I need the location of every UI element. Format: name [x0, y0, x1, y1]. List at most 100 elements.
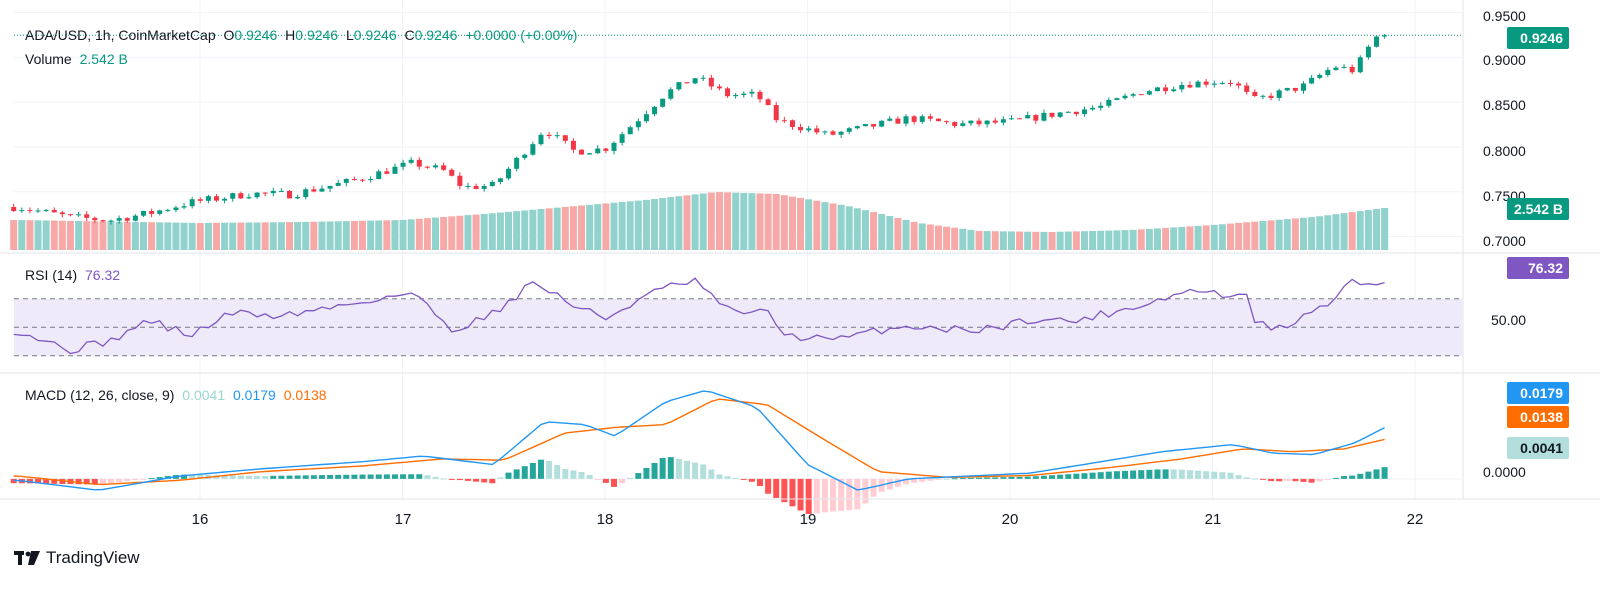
volume-bar — [253, 222, 261, 250]
close-value: 0.9246 — [414, 27, 458, 43]
macd-tick: 0.0000 — [1483, 464, 1526, 480]
macd-histogram-bar — [757, 478, 764, 487]
volume-bar — [488, 213, 496, 250]
volume-bar — [326, 221, 334, 250]
volume-bar — [1364, 210, 1372, 250]
macd-histogram-bar — [343, 474, 350, 479]
macd-histogram-bar — [124, 478, 131, 482]
volume-bar — [204, 222, 212, 250]
candle-body — [189, 199, 195, 207]
candle-body — [643, 114, 649, 122]
volume-bar — [42, 220, 50, 250]
candle-body — [165, 210, 171, 212]
volume-bar — [1332, 214, 1340, 250]
volume-bar — [99, 221, 107, 250]
candle-body — [1252, 91, 1258, 97]
volume-bar — [1007, 231, 1015, 250]
macd-histogram-bar — [1300, 478, 1307, 482]
candle-body — [213, 196, 219, 201]
candle-body — [433, 165, 439, 168]
macd-histogram-bar — [1130, 470, 1137, 479]
low-label: L — [345, 27, 354, 43]
candle-body — [700, 77, 706, 79]
volume-bar — [1056, 231, 1064, 250]
candle-body — [1000, 119, 1006, 123]
volume-bar — [764, 193, 772, 250]
volume-bar — [1080, 231, 1088, 250]
candle-body — [814, 128, 820, 133]
volume-bar — [1153, 228, 1161, 250]
volume-bar — [261, 222, 269, 250]
volume-bar — [66, 220, 74, 250]
macd-histogram-bar — [43, 478, 50, 484]
tradingview-brand[interactable]: TradingView — [14, 548, 140, 568]
macd-histogram-bar — [854, 478, 861, 510]
candle-body — [19, 210, 25, 212]
candle-body — [311, 189, 317, 192]
macd-histogram-bar — [643, 467, 650, 479]
volume-bar — [399, 219, 407, 250]
candle-body — [887, 118, 893, 121]
volume-bar — [1048, 231, 1056, 250]
candle-body — [733, 94, 739, 97]
x-tick: 18 — [596, 511, 614, 528]
x-tick: 20 — [1001, 511, 1019, 528]
volume-bar — [513, 211, 521, 250]
rsi-tick: 50.00 — [1491, 312, 1527, 328]
volume-bar — [675, 196, 683, 250]
volume-bar — [196, 222, 204, 250]
candle-body — [1098, 105, 1104, 108]
macd-histogram-bar — [692, 462, 699, 479]
candle-body — [927, 116, 933, 119]
candle-body — [1276, 90, 1282, 98]
rsi-line — [13, 277, 1385, 355]
candle-body — [1341, 66, 1347, 68]
candle-body — [968, 120, 974, 124]
macd-histogram-bar — [148, 478, 155, 480]
candle-body — [587, 153, 593, 155]
volume-legend: Volume 2.542 B — [25, 51, 132, 67]
macd-histogram-bar — [51, 478, 58, 484]
macd-histogram-bar — [286, 475, 293, 479]
macd-histogram-bar — [1316, 478, 1323, 482]
x-tick: 22 — [1406, 511, 1424, 528]
macd-histogram-bar — [1341, 476, 1348, 479]
macd-histogram-bar — [1284, 478, 1291, 482]
volume-bar — [1064, 231, 1072, 250]
volume-bar — [34, 220, 42, 250]
volume-bar — [983, 231, 991, 250]
rsi-tag: 76.32 — [1507, 257, 1569, 279]
volume-bar — [1178, 226, 1186, 250]
volume-bar — [586, 204, 594, 250]
candle-body — [935, 118, 941, 122]
macd-histogram-bar — [765, 478, 772, 494]
macd-histogram-bar — [813, 478, 820, 514]
candle-body — [116, 218, 122, 221]
candle-body — [595, 148, 601, 154]
macd-histogram-bar — [627, 478, 634, 480]
volume-bar — [845, 206, 853, 250]
macd-histogram-bar — [943, 478, 950, 480]
candle-body — [1122, 95, 1128, 99]
macd-histogram-bar — [748, 478, 755, 482]
macd-histogram-bar — [229, 475, 236, 479]
volume-bar — [853, 208, 861, 250]
volume-bar — [1226, 223, 1234, 250]
macd-histogram-bar — [546, 460, 553, 479]
candle-body — [1211, 83, 1217, 85]
candle-body — [157, 210, 163, 214]
volume-bar — [26, 220, 34, 250]
macd-histogram-bar — [1154, 469, 1161, 479]
volume-bar — [456, 215, 464, 250]
candle-body — [506, 168, 512, 179]
volume-bar — [934, 225, 942, 250]
volume-bar — [545, 208, 553, 250]
volume-bar — [496, 212, 504, 250]
candle-body — [351, 178, 357, 180]
volume-bar — [813, 200, 821, 250]
macd-histogram-bar — [1276, 478, 1283, 482]
macd-histogram-bar — [497, 477, 504, 479]
volume-bar — [521, 210, 529, 250]
macd-histogram-bar — [959, 478, 966, 480]
volume-bar — [1105, 230, 1113, 250]
